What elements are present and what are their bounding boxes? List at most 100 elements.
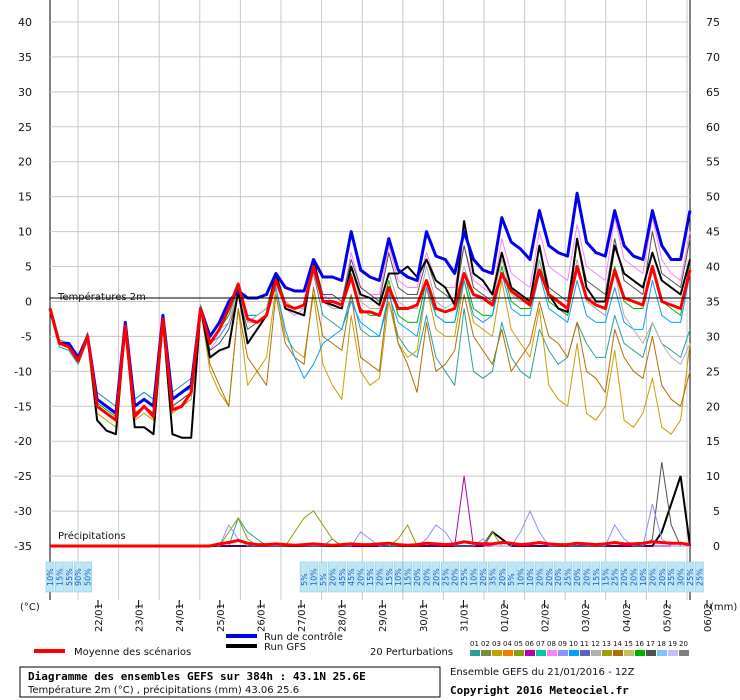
probability-label: 20% (375, 568, 384, 586)
probability-label: 5% (319, 573, 328, 586)
pert-legend-swatch (536, 650, 546, 656)
chart-grid (49, 0, 708, 608)
pert-legend-number: 16 (635, 640, 644, 648)
probability-label: 30% (677, 568, 686, 586)
pert-legend-swatch (602, 650, 612, 656)
probability-label: 55% (65, 568, 74, 586)
chart-subtitle: Température 2m (°C) , précipitations (mm… (27, 684, 299, 696)
probability-cell (412, 561, 422, 593)
pert-legend-swatch (470, 650, 480, 656)
legend-perturbations-label: 20 Perturbations (370, 647, 453, 658)
pert-legend-number: 17 (646, 640, 655, 648)
right-tick-label: 20 (706, 400, 720, 413)
probability-label: 10% (526, 568, 535, 586)
probability-cell (572, 561, 582, 593)
pert-legend-number: 14 (613, 640, 622, 648)
probability-cell (685, 561, 695, 593)
probability-cell (459, 561, 469, 593)
probability-cell (488, 561, 497, 593)
probability-cell (45, 561, 55, 593)
probability-label: 45% (338, 568, 347, 586)
probability-cell (422, 561, 431, 593)
right-tick-label: 10 (706, 470, 720, 483)
probability-cell (83, 561, 92, 593)
x-tick-label: 04/02 (622, 603, 633, 632)
probability-cell (365, 561, 375, 593)
series-line-08 (49, 217, 691, 421)
left-axis-ticks: 40 35 30 25 20 15 10 5 0 -5 -10 -15 -20 -25 -30 -35 (14, 16, 32, 553)
probability-label: 25% (667, 568, 676, 586)
pert-legend-swatch (547, 650, 557, 656)
probability-label: 20% (479, 568, 488, 586)
left-tick-label: 10 (18, 226, 32, 239)
x-tick-label: 02/02 (541, 603, 552, 632)
probability-cell (337, 561, 347, 593)
pert-legend-swatch (613, 650, 623, 656)
probability-label: 25% (695, 568, 704, 586)
pert-legend-number: 02 (481, 640, 490, 648)
probability-cell (393, 561, 403, 593)
right-tick-label: 5 (713, 505, 720, 518)
probability-label: 20% (554, 568, 563, 586)
pert-legend-number: 06 (525, 640, 534, 648)
right-tick-label: 25 (706, 365, 720, 378)
precip-series (50, 461, 691, 548)
pert-legend-number: 01 (470, 640, 479, 648)
x-tick-label: 01/02 (500, 603, 511, 632)
probability-label: 50% (84, 568, 93, 586)
pert-legend-number: 19 (668, 640, 677, 648)
right-tick-label: 30 (706, 330, 720, 343)
right-tick-label: 75 (706, 16, 720, 29)
probability-cell (544, 561, 554, 593)
pert-legend-number: 15 (624, 640, 633, 648)
probability-label: 20% (620, 568, 629, 586)
pert-legend-swatch (558, 650, 568, 656)
left-tick-label: -20 (14, 435, 32, 448)
x-tick-label: 24/01 (175, 603, 186, 632)
pert-legend-swatch (580, 650, 590, 656)
probability-cell (610, 561, 619, 593)
left-tick-label: 25 (18, 121, 32, 134)
left-tick-label: 5 (25, 261, 32, 274)
probability-label: 25% (441, 568, 450, 586)
probability-label: 25% (686, 568, 695, 586)
left-tick-label: 15 (18, 191, 32, 204)
probability-cell (299, 561, 309, 593)
probability-cell (629, 561, 638, 593)
probability-label: 20% (535, 568, 544, 586)
right-tick-label: 50 (706, 191, 720, 204)
x-tick-label: 26/01 (256, 603, 267, 632)
x-tick-label: 29/01 (378, 603, 389, 632)
probability-label: 15% (601, 568, 610, 586)
probability-label: 15% (592, 568, 601, 586)
probability-label: 35% (488, 568, 497, 586)
right-tick-label: 40 (706, 261, 720, 274)
left-tick-label: 35 (18, 51, 32, 64)
left-tick-label: -10 (14, 365, 32, 378)
probability-cell (553, 561, 563, 593)
left-tick-label: -30 (14, 505, 32, 518)
pert-legend-swatch (492, 650, 502, 656)
probability-cell (73, 561, 83, 593)
probability-cell (619, 561, 629, 593)
pert-legend-number: 18 (657, 640, 666, 648)
probability-cell (64, 561, 74, 593)
probability-cell (309, 561, 318, 593)
probability-cell (55, 561, 64, 593)
probability-cell (591, 561, 601, 593)
pert-legend-swatch (646, 650, 656, 656)
x-tick-label: 31/01 (459, 603, 470, 632)
x-axis-labels: 22/01 23/01 24/01 25/01 26/01 27/01 28/01 29/01… (94, 603, 714, 632)
pert-legend-swatch (514, 650, 524, 656)
probability-label: 20% (413, 568, 422, 586)
probability-cell (676, 561, 685, 593)
precip-line-01 (50, 516, 690, 547)
probability-label: 25% (611, 568, 620, 586)
probability-cell (478, 561, 488, 593)
pert-legend-swatch (481, 650, 491, 656)
probability-cell (601, 561, 610, 593)
probability-label: 20% (422, 568, 431, 586)
legend-mean-label: Moyenne des scénarios (74, 646, 191, 658)
pert-legend-swatch (679, 650, 689, 656)
